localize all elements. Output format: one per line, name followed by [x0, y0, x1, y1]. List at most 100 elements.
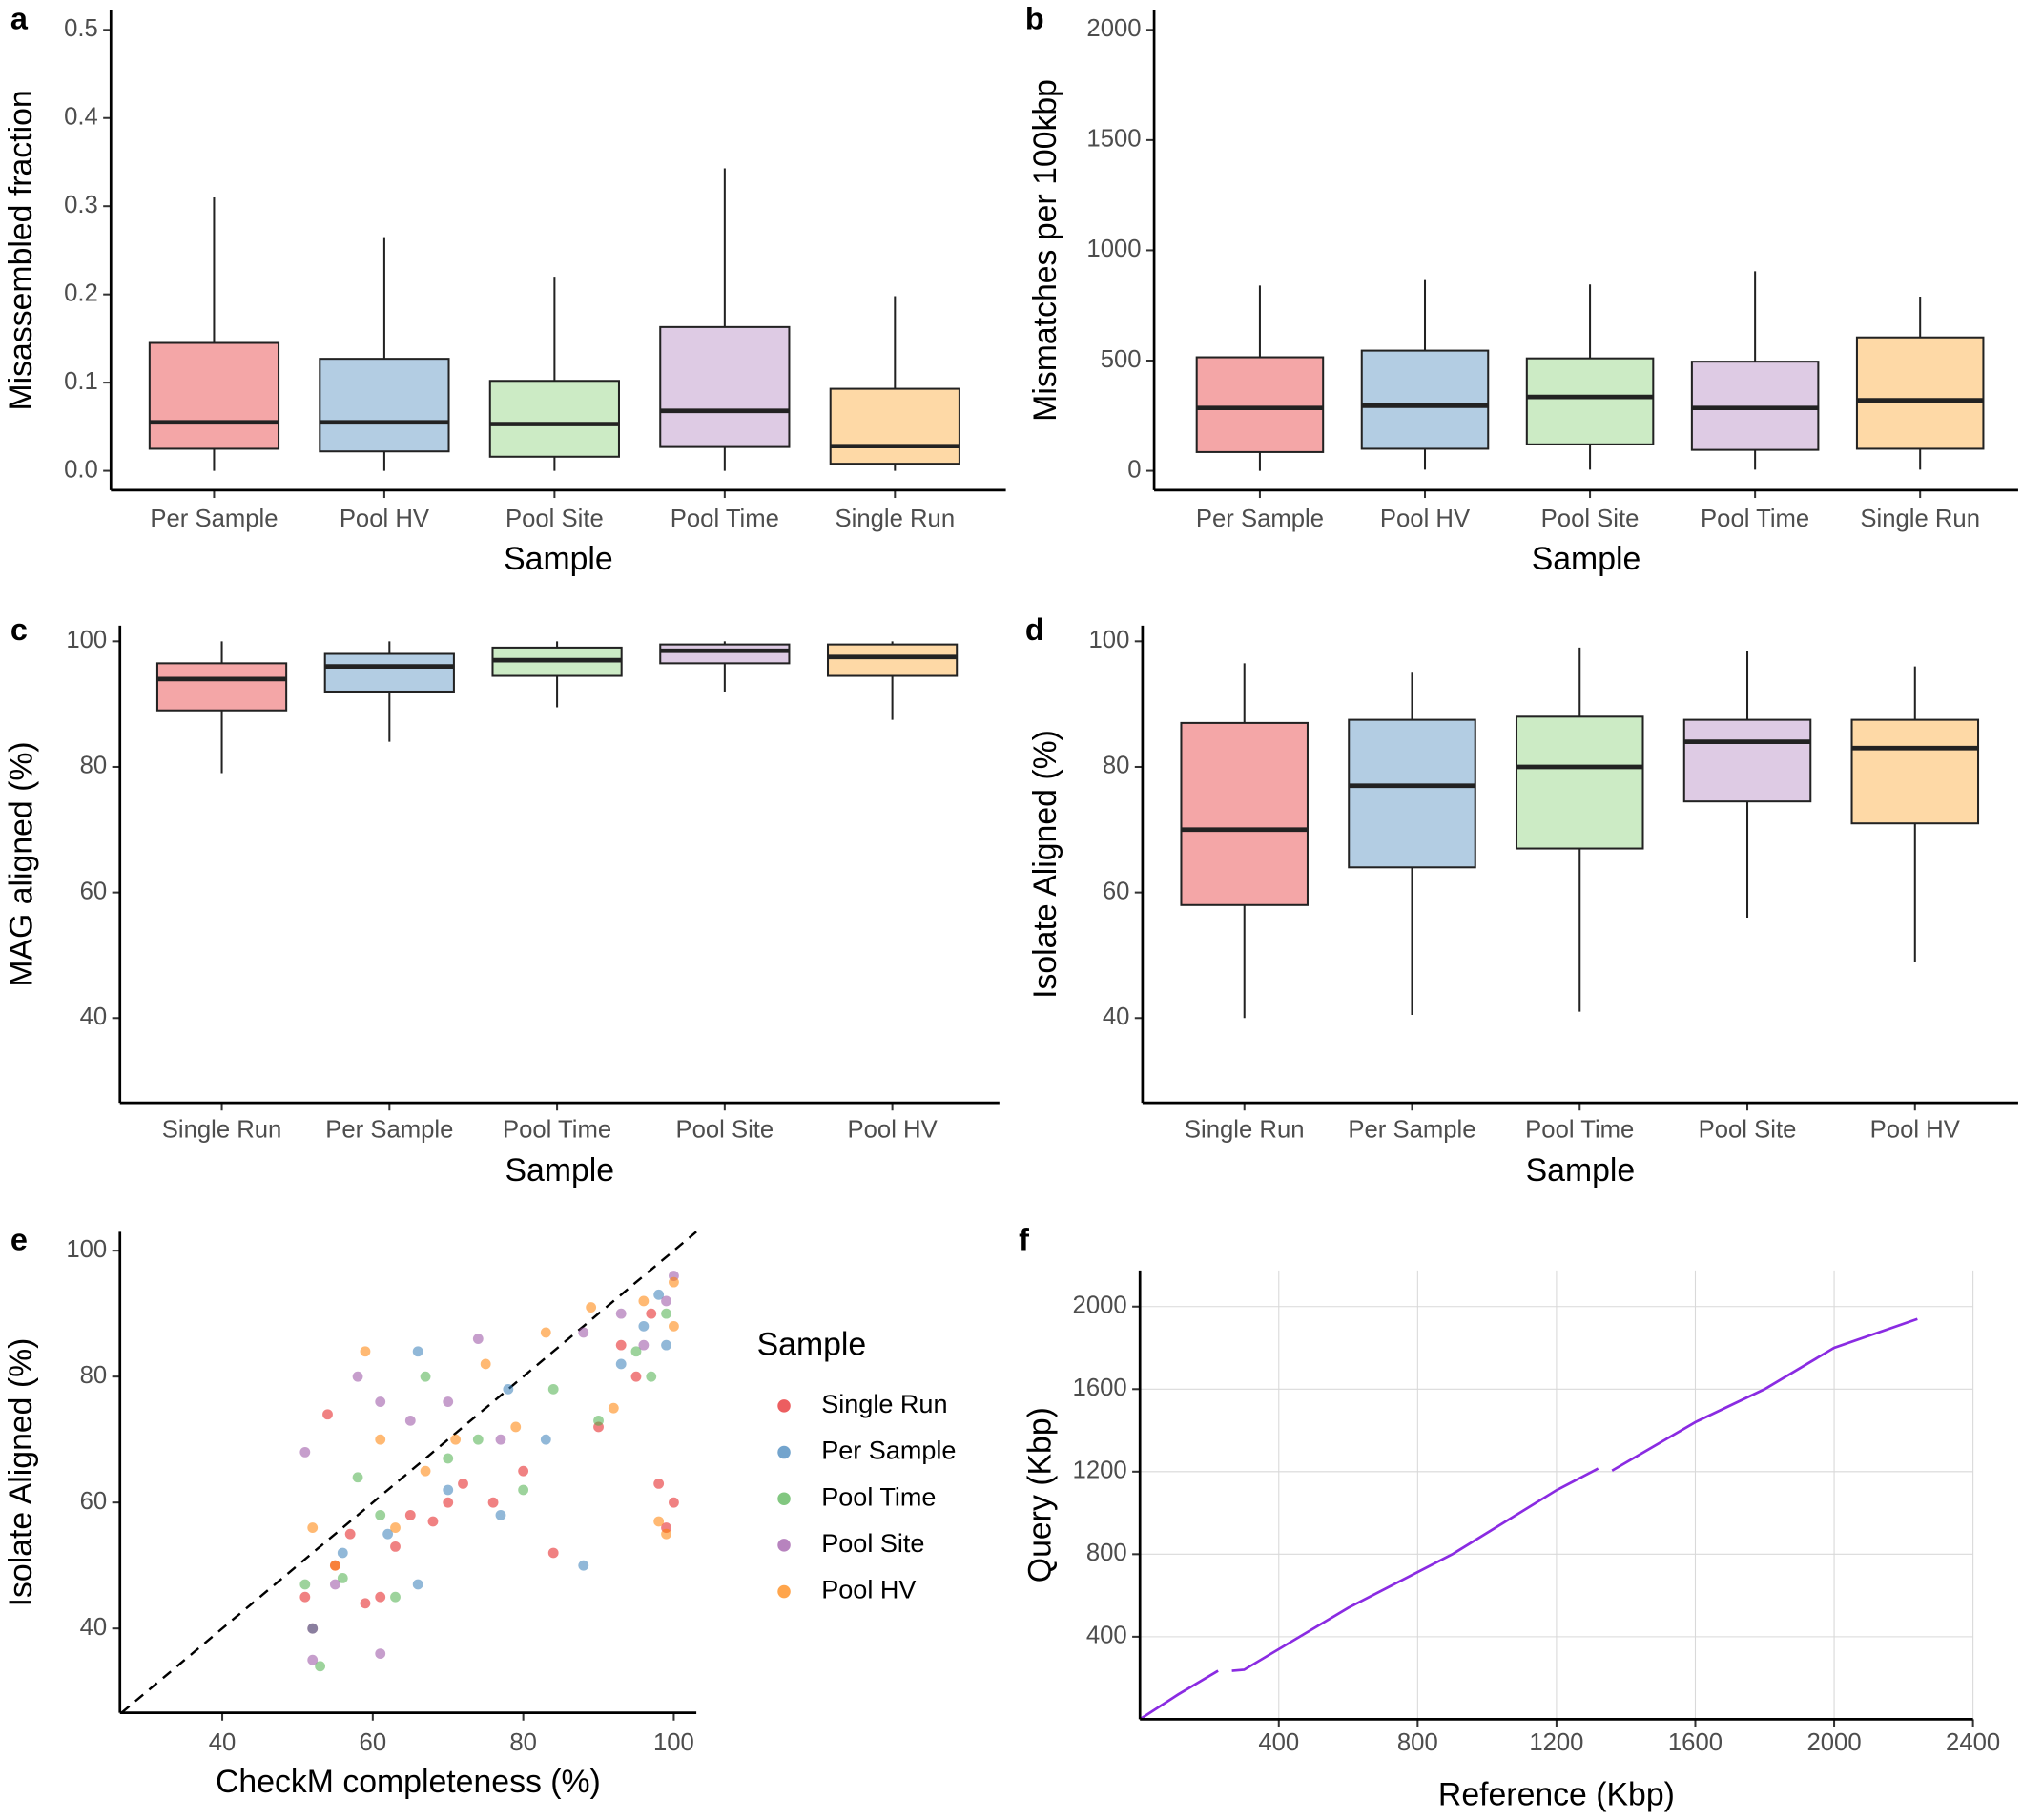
point [495, 1434, 506, 1445]
x-tick-label: Pool Site [1699, 1117, 1797, 1144]
x-tick-label: Per Sample [150, 506, 278, 532]
box [1348, 718, 1476, 869]
point [404, 1415, 416, 1426]
point [390, 1541, 401, 1552]
legend-swatch [777, 1492, 791, 1505]
x-tick-label: Per Sample [1196, 506, 1324, 532]
y-tick-label: 1200 [1073, 1458, 1127, 1484]
box [488, 380, 620, 458]
y-tick-label: 1500 [1086, 126, 1141, 153]
y-tick-label: 0.1 [64, 368, 98, 395]
point [503, 1383, 514, 1395]
point [344, 1528, 356, 1540]
x-tick-label: Pool Time [1701, 506, 1809, 532]
y-tick-label: 0 [1127, 456, 1141, 483]
point [472, 1434, 484, 1445]
y-tick-label: 2000 [1086, 15, 1141, 42]
y-axis-title: Query (Kbp) [1021, 1407, 1058, 1582]
x-tick-label: 2000 [1806, 1729, 1861, 1756]
point [593, 1415, 604, 1426]
x-axis-title: CheckM completeness (%) [216, 1764, 601, 1800]
x-tick-label: 40 [209, 1729, 237, 1756]
box [1180, 721, 1309, 906]
x-tick-label: 60 [360, 1729, 387, 1756]
identity-line [120, 1231, 697, 1714]
y-axis-title: Isolate Aligned (%) [3, 1338, 39, 1607]
point [375, 1509, 386, 1520]
panel-label: f [1019, 1223, 1029, 1257]
legend-label: Single Run [821, 1390, 947, 1418]
point [638, 1295, 650, 1307]
y-tick-label: 100 [1089, 627, 1130, 653]
y-tick-label: 0.0 [64, 456, 98, 483]
box [1360, 349, 1490, 450]
point [661, 1295, 671, 1307]
box [1195, 356, 1325, 453]
point [360, 1598, 371, 1609]
point [443, 1497, 454, 1508]
point [615, 1308, 627, 1319]
y-tick-label: 0.2 [64, 279, 98, 306]
point [653, 1516, 665, 1527]
point [630, 1371, 642, 1382]
panel-label: e [10, 1223, 28, 1257]
y-tick-label: 40 [1103, 1003, 1130, 1030]
x-tick-label: Single Run [1860, 506, 1980, 532]
y-tick-label: 1000 [1086, 236, 1141, 262]
point [329, 1560, 340, 1571]
legend-swatch [777, 1539, 791, 1552]
x-tick-label: Pool Time [1525, 1117, 1634, 1144]
point [661, 1308, 671, 1319]
x-tick-label: 80 [509, 1729, 537, 1756]
x-tick-label: 1600 [1668, 1729, 1723, 1756]
point [299, 1579, 311, 1590]
point [450, 1434, 462, 1445]
y-tick-label: 80 [80, 753, 108, 779]
box [1850, 718, 1980, 825]
y-axis-title: MAG aligned (%) [3, 741, 39, 986]
line [1139, 1317, 1918, 1721]
point [518, 1484, 529, 1496]
y-tick-label: 80 [1103, 753, 1130, 779]
y-axis-title: Mismatches per 100kbp [1027, 79, 1063, 422]
x-axis-title: Sample [1526, 1152, 1636, 1189]
y-tick-label: 0.4 [64, 104, 98, 131]
y-tick-label: 1600 [1073, 1375, 1127, 1401]
y-tick-label: 60 [1103, 878, 1130, 904]
point [299, 1591, 311, 1603]
box [659, 643, 791, 665]
point [443, 1396, 454, 1407]
y-tick-label: 0.5 [64, 15, 98, 42]
legend-swatch [777, 1399, 791, 1413]
point [375, 1396, 386, 1407]
x-tick-label: Pool HV [848, 1117, 939, 1144]
y-tick-label: 500 [1101, 346, 1142, 373]
x-tick-label: Per Sample [325, 1117, 453, 1144]
point [375, 1648, 386, 1660]
x-tick-label: Single Run [1185, 1117, 1305, 1144]
point [487, 1497, 499, 1508]
point [608, 1402, 619, 1414]
x-axis-title: Reference (Kbp) [1438, 1776, 1675, 1812]
point [307, 1654, 319, 1665]
point [630, 1346, 642, 1357]
point [412, 1579, 423, 1590]
point [337, 1572, 348, 1583]
x-tick-label: 1200 [1529, 1729, 1583, 1756]
x-tick-label: 2400 [1946, 1729, 2000, 1756]
point [586, 1302, 597, 1313]
legend-label: Pool Site [821, 1529, 924, 1558]
point [578, 1560, 589, 1571]
x-tick-label: 800 [1397, 1729, 1438, 1756]
point [382, 1528, 394, 1540]
x-tick-label: Pool Site [506, 506, 604, 532]
y-tick-label: 100 [66, 1236, 107, 1263]
point [518, 1465, 529, 1477]
legend-title: Sample [757, 1327, 867, 1363]
x-tick-label: Pool Time [503, 1117, 611, 1144]
point [653, 1478, 665, 1489]
y-tick-label: 0.3 [64, 192, 98, 218]
point [375, 1434, 386, 1445]
point [420, 1371, 431, 1382]
